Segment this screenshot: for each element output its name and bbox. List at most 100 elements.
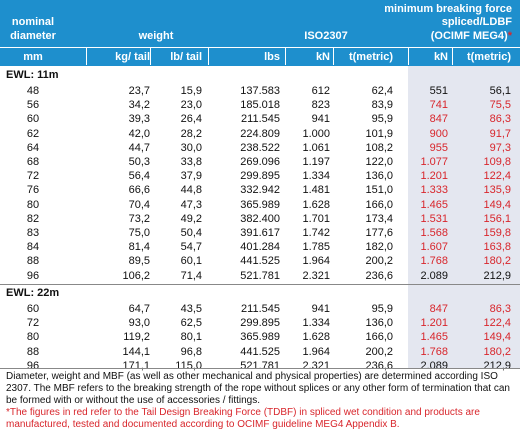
table-row: 82 73,2 49,2 382.400 1.701 173,4 1.531 156,1 xyxy=(0,212,520,227)
weight-label: weight xyxy=(138,30,174,42)
cell-spliced-t-metric: 75,5 xyxy=(489,99,511,112)
spliced-shade-22m xyxy=(408,284,520,368)
cell-lbs: 365.989 xyxy=(240,331,280,344)
cell-kg-tail: 50,3 xyxy=(128,156,150,168)
cell-lb-tail: 50,4 xyxy=(180,227,202,239)
cell-lbs: 238.522 xyxy=(240,141,280,154)
cell-kn: 1.964 xyxy=(302,255,330,268)
cell-spliced-t-metric: 149,4 xyxy=(483,331,511,344)
cell-mm: 48 xyxy=(26,85,40,97)
table-row: 60 39,3 26,4 211.545 941 95,9 847 86,3 xyxy=(0,112,520,127)
cell-lbs: 211.545 xyxy=(241,113,280,126)
cell-kg-tail: 66,6 xyxy=(128,184,150,197)
table-row: 60 64,7 43,5 211.545 941 95,9 847 86,3 xyxy=(0,302,520,317)
cell-mm: 60 xyxy=(26,113,40,126)
cell-lbs: 137.583 xyxy=(240,85,280,97)
cell-mm: 72 xyxy=(26,170,40,183)
table-row: 83 75,0 50,4 391.617 1.742 177,6 1.568 159,8 xyxy=(0,226,520,241)
cell-kg-tail: 144,1 xyxy=(122,345,150,358)
cell-spliced-kn: 847 xyxy=(429,303,448,315)
cell-spliced-t-metric: 56,1 xyxy=(489,85,511,97)
cell-kg-tail: 73,2 xyxy=(128,212,150,225)
footnote-red: *The figures in red refer to the Tail De… xyxy=(6,407,480,430)
cell-spliced-t-metric: 159,8 xyxy=(483,227,511,239)
cell-t-metric: 95,9 xyxy=(371,113,393,126)
cell-t-metric: 101,9 xyxy=(365,127,393,140)
cell-kn: 1.628 xyxy=(302,198,330,211)
cell-kn: 941 xyxy=(311,113,330,126)
cell-spliced-kn: 847 xyxy=(429,113,448,126)
cell-spliced-t-metric: 86,3 xyxy=(489,303,511,315)
cell-lb-tail: 71,4 xyxy=(180,269,202,282)
cell-lbs: 299.895 xyxy=(240,317,280,330)
diameter-label: diameter xyxy=(10,30,56,42)
ocimf-label: (OCIMF MEG4)* xyxy=(430,30,512,42)
cell-spliced-kn: 1.768 xyxy=(420,345,448,358)
cell-mm: 82 xyxy=(26,212,40,225)
cell-spliced-t-metric: 135,9 xyxy=(483,184,511,197)
cell-lb-tail: 47,3 xyxy=(180,198,202,211)
table-row: 96 106,2 71,4 521.781 2.321 236,6 2.089 212,9 xyxy=(0,269,520,284)
table-row: 80 70,4 47,3 365.989 1.628 166,0 1.465 149,4 xyxy=(0,198,520,213)
cell-lb-tail: 54,7 xyxy=(180,241,202,254)
cell-kg-tail: 89,5 xyxy=(128,255,150,268)
header-divider xyxy=(0,47,520,48)
section-title-ewl-11m: EWL: 11m xyxy=(6,69,59,81)
unit-spliced-kn: kN xyxy=(433,51,448,63)
cell-kg-tail: 81,4 xyxy=(128,241,150,254)
table-row: 88 89,5 60,1 441.525 1.964 200,2 1.768 180,2 xyxy=(0,254,520,269)
unit-lb-tail: lb/ tail xyxy=(170,51,202,63)
cell-kg-tail: 42,0 xyxy=(128,127,150,140)
cell-t-metric: 177,6 xyxy=(365,227,393,239)
cell-t-metric: 166,0 xyxy=(365,198,393,211)
cell-lbs: 269.096 xyxy=(240,156,280,168)
cell-spliced-kn: 955 xyxy=(429,141,448,154)
cell-kn: 941 xyxy=(311,303,330,315)
cell-kg-tail: 23,7 xyxy=(128,85,150,97)
cell-t-metric: 173,4 xyxy=(365,212,393,225)
cell-kn: 2.321 xyxy=(302,269,330,282)
cell-spliced-t-metric: 122,4 xyxy=(483,317,511,330)
cell-lbs: 185.018 xyxy=(240,99,280,112)
spliced-label: spliced/LDBF xyxy=(441,16,512,28)
spliced-shade-11m xyxy=(408,66,520,284)
cell-lbs: 441.525 xyxy=(240,345,280,358)
cell-t-metric: 151,0 xyxy=(365,184,393,197)
cell-kn: 1.964 xyxy=(302,345,330,358)
cell-spliced-kn: 900 xyxy=(429,127,448,140)
cell-t-metric: 108,2 xyxy=(365,141,393,154)
cell-lbs: 299.895 xyxy=(240,170,280,183)
cell-spliced-kn: 1.568 xyxy=(420,227,448,239)
cell-spliced-kn: 1.768 xyxy=(420,255,448,268)
cell-lb-tail: 33,8 xyxy=(180,156,202,168)
table-header: minimum breaking force nominal diameter … xyxy=(0,0,520,66)
section-title-ewl-22m: EWL: 22m xyxy=(6,287,60,299)
cell-spliced-kn: 2.089 xyxy=(420,269,448,282)
table-row: 72 93,0 62,5 299.895 1.334 136,0 1.201 122,4 xyxy=(0,316,520,331)
cell-lb-tail: 26,4 xyxy=(180,113,202,126)
cell-spliced-kn: 1.607 xyxy=(420,241,448,254)
mbf-title: minimum breaking force xyxy=(384,3,512,15)
unit-spliced-t-metric: t(metric) xyxy=(466,51,511,63)
cell-lbs: 382.400 xyxy=(240,212,280,225)
cell-lb-tail: 44,8 xyxy=(180,184,202,197)
section-divider xyxy=(0,284,520,285)
table-row: 72 56,4 37,9 299.895 1.334 136,0 1.201 122,4 xyxy=(0,169,520,184)
cell-lb-tail: 43,5 xyxy=(180,303,202,315)
cell-t-metric: 83,9 xyxy=(371,99,393,112)
cell-mm: 60 xyxy=(26,303,40,315)
cell-spliced-t-metric: 86,3 xyxy=(489,113,511,126)
cell-mm: 88 xyxy=(26,345,40,358)
cell-spliced-kn: 1.465 xyxy=(420,331,448,344)
table-row: 48 23,7 15,9 137.583 612 62,4 551 56,1 xyxy=(0,84,520,99)
cell-kn: 823 xyxy=(311,99,330,112)
cell-spliced-t-metric: 212,9 xyxy=(483,269,511,282)
table-row: 62 42,0 28,2 224.809 1.000 101,9 900 91,7 xyxy=(0,127,520,142)
cell-spliced-kn: 1.465 xyxy=(420,198,448,211)
cell-lbs: 365.989 xyxy=(240,198,280,211)
cell-spliced-t-metric: 180,2 xyxy=(483,255,511,268)
cell-kn: 1.628 xyxy=(302,331,330,344)
cell-spliced-kn: 1.333 xyxy=(420,184,448,197)
footnote: Diameter, weight and MBF (as well as oth… xyxy=(6,371,510,406)
cell-mm: 80 xyxy=(26,198,40,211)
